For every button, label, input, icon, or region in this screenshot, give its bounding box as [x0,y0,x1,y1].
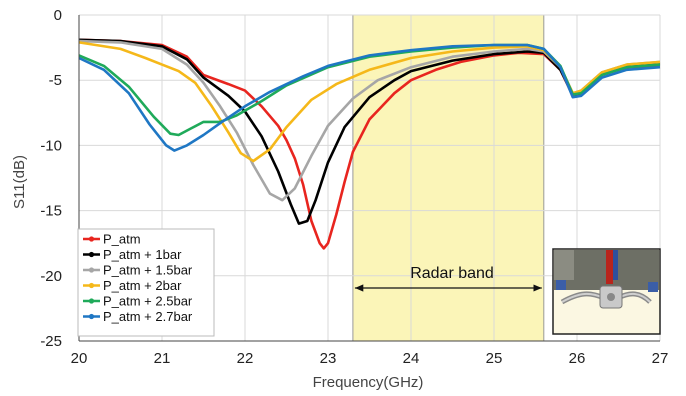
x-tick-label: 25 [486,350,503,367]
device-photo [552,248,661,335]
legend-marker-2 [88,267,95,273]
y-tick-label: -10 [40,137,62,154]
x-tick-label: 26 [569,350,586,367]
x-tick-label: 22 [237,350,254,367]
axis-layer: 20 21 22 23 24 25 26 27 0 -5 -10 -15 -20 -25 [40,7,668,367]
x-tick-label: 27 [652,350,669,367]
radar-band [352,14,545,342]
y-tick-label: -20 [40,268,62,285]
legend-box [77,228,215,337]
x-tick-label: 21 [154,350,171,367]
x-axis-title: Frequency(GHz) [313,374,424,391]
radar-band-layer [352,14,545,342]
legend-marker-4 [88,298,95,304]
y-tick-label: -25 [40,333,62,350]
legend-marker-5 [88,313,95,320]
legend-label-5: P_atm + 2.7bar [103,309,193,324]
legend-marker-3 [88,282,95,289]
legend-marker-0 [88,236,95,242]
y-tick-label: -5 [49,72,62,89]
series-line-5 [78,43,661,152]
series-layer [78,38,661,250]
legend-label-4: P_atm + 2.5bar [103,294,193,309]
legend-label-0: P_atm [103,232,141,247]
legend-label-2: P_atm + 1.5bar [103,263,193,278]
y-axis-title: S11(dB) [11,155,28,209]
y-tick-label: -15 [40,203,62,220]
x-tick-label: 23 [320,350,337,367]
radar-band-annotation: Radar band [354,265,542,292]
legend-label-1: P_atm + 1bar [103,247,182,262]
x-tick-label: 20 [71,350,88,367]
x-tick-label: 24 [403,350,420,367]
legend-label-3: P_atm + 2bar [103,278,182,293]
y-tick-label: 0 [54,7,62,24]
radar-band-label: Radar band [410,265,494,282]
legend-marker-1 [88,251,95,258]
